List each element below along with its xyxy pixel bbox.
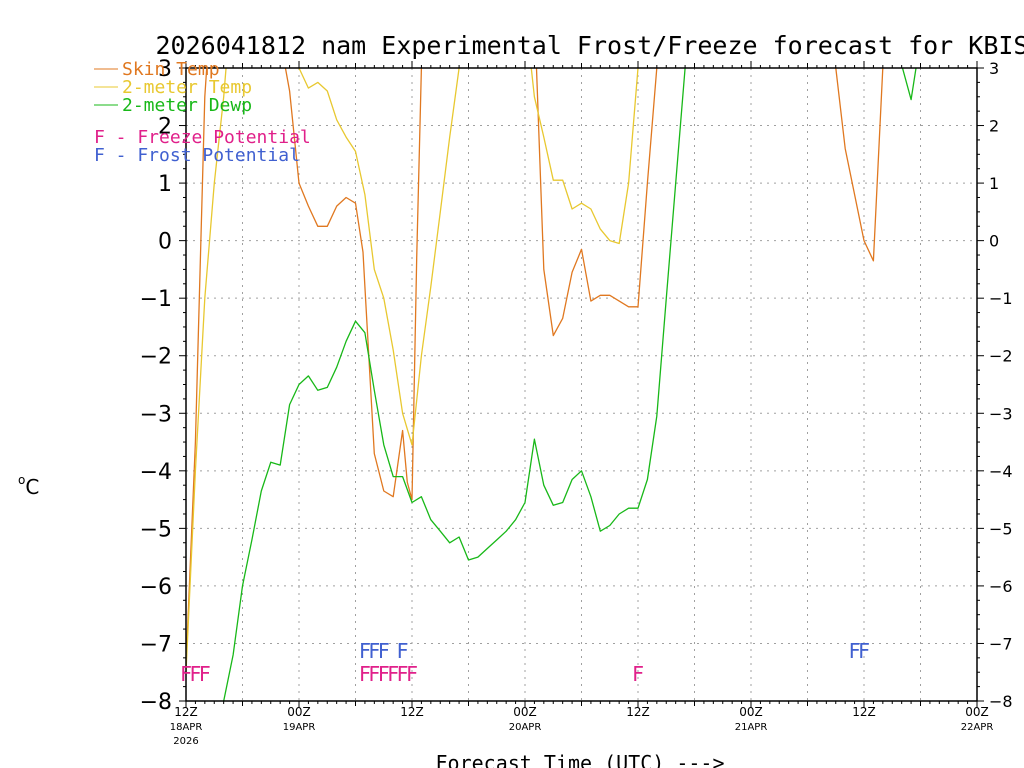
y-tick-label-left: 2 [158, 115, 172, 140]
freeze-flag: F [359, 662, 371, 686]
freeze-flag: F [368, 662, 380, 686]
y-tick-label-right: 2 [989, 117, 999, 136]
x-axis-label: Forecast Time (UTC) ---> [436, 751, 725, 768]
frost-flag: F [849, 639, 861, 663]
freeze-flag: F [199, 662, 211, 686]
y-tick-label-left: 3 [158, 57, 172, 82]
y-tick-label-right: −6 [989, 577, 1013, 596]
y-tick-label-right: −5 [989, 519, 1013, 538]
y-tick-label-left: −4 [140, 460, 172, 485]
freeze-flag: F [378, 662, 390, 686]
freeze-flag: F [406, 662, 418, 686]
y-tick-label-left: 0 [158, 230, 172, 255]
x-tick-label-time: 00Z [965, 705, 989, 719]
y-axis-label: oC [18, 473, 39, 499]
x-tick-label-time: 00Z [287, 705, 311, 719]
freeze-flag: F [397, 662, 409, 686]
y-tick-label-left: −3 [140, 402, 172, 427]
y-tick-label-right: 3 [989, 59, 999, 78]
x-tick-label-time: 12Z [174, 705, 198, 719]
y-axis-label-degree: o [18, 473, 25, 487]
x-tick-label-date: 19APR [283, 722, 316, 733]
y-tick-label-left: −5 [140, 517, 172, 542]
y-tick-label-right: −8 [989, 692, 1013, 711]
y-tick-label-right: −1 [989, 289, 1013, 308]
freeze-flag: F [632, 662, 644, 686]
series-line-2-meter-temp [186, 68, 639, 673]
y-tick-label-left: −6 [140, 575, 172, 600]
legend-label-2m-dewp: 2-meter Dewp [122, 95, 252, 116]
legend-frost-potential: F - Frost Potential [94, 145, 300, 166]
frost-flag: F [359, 639, 371, 663]
x-tick-label-date: 22APR [961, 722, 994, 733]
y-tick-label-right: −4 [989, 462, 1013, 481]
frost-flag: F [378, 639, 390, 663]
freeze-flag: F [180, 662, 192, 686]
y-tick-label-left: −2 [140, 345, 172, 370]
y-tick-label-left: −1 [140, 287, 172, 312]
series-line-skin-temp [186, 68, 884, 667]
y-tick-label-left: −8 [140, 690, 172, 715]
x-tick-label-time: 12Z [400, 705, 424, 719]
frost-flag: F [397, 639, 409, 663]
legend-label-skin-temp: Skin Temp [122, 59, 220, 80]
legend-label-2m-temp: 2-meter Temp [122, 77, 252, 98]
series-line-2-meter-dewp [223, 68, 917, 701]
y-tick-label-right: −2 [989, 347, 1013, 366]
x-tick-label-time: 12Z [852, 705, 876, 719]
legend-freeze-potential: F - Freeze Potential [94, 127, 311, 148]
freeze-flag: F [189, 662, 201, 686]
x-tick-label-time: 00Z [513, 705, 537, 719]
x-tick-label-year: 2026 [173, 736, 198, 747]
y-axis-label-unit: C [25, 475, 39, 499]
x-tick-label-date: 20APR [509, 722, 542, 733]
x-tick-label-date: 18APR [170, 722, 203, 733]
x-tick-label-time: 00Z [739, 705, 763, 719]
frost-flag: F [368, 639, 380, 663]
freeze-flag: F [387, 662, 399, 686]
chart-title: 2026041812 nam Experimental Frost/Freeze… [156, 31, 1024, 60]
x-tick-label-date: 21APR [735, 722, 768, 733]
y-tick-label-right: 0 [989, 232, 999, 251]
y-tick-label-right: 1 [989, 174, 999, 193]
x-tick-label-time: 12Z [626, 705, 650, 719]
frost-flag: F [858, 639, 870, 663]
y-tick-label-left: 1 [158, 172, 172, 197]
legend: Skin Temp 2-meter Temp 2-meter Dewp F - … [94, 59, 311, 166]
y-tick-label-left: −7 [140, 632, 172, 657]
y-tick-label-right: −7 [989, 634, 1013, 653]
y-tick-label-right: −3 [989, 404, 1013, 423]
